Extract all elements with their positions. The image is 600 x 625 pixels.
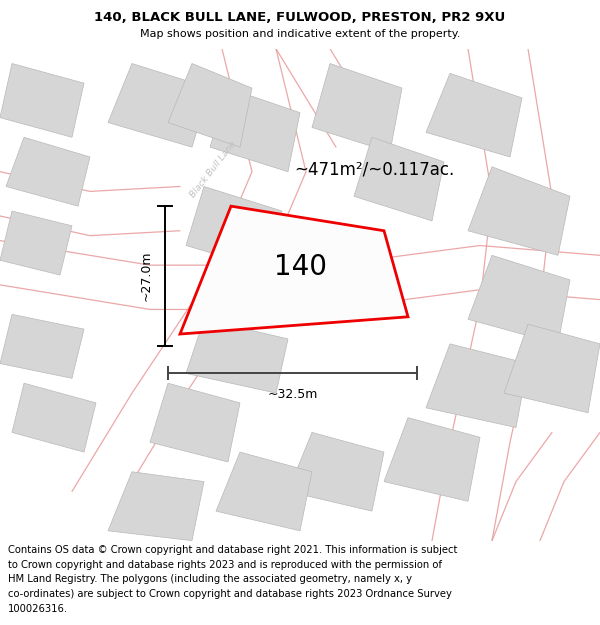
Text: 140: 140 <box>274 253 327 281</box>
Text: Contains OS data © Crown copyright and database right 2021. This information is : Contains OS data © Crown copyright and d… <box>8 545 457 555</box>
Polygon shape <box>0 211 72 275</box>
Text: ~27.0m: ~27.0m <box>140 251 153 301</box>
Text: to Crown copyright and database rights 2023 and is reproduced with the permissio: to Crown copyright and database rights 2… <box>8 559 442 569</box>
Text: 140, BLACK BULL LANE, FULWOOD, PRESTON, PR2 9XU: 140, BLACK BULL LANE, FULWOOD, PRESTON, … <box>94 11 506 24</box>
Polygon shape <box>108 472 204 541</box>
Polygon shape <box>0 64 84 138</box>
Text: 100026316.: 100026316. <box>8 604 68 614</box>
Text: co-ordinates) are subject to Crown copyright and database rights 2023 Ordnance S: co-ordinates) are subject to Crown copyr… <box>8 589 452 599</box>
Polygon shape <box>426 73 522 157</box>
Polygon shape <box>210 88 300 172</box>
Text: Map shows position and indicative extent of the property.: Map shows position and indicative extent… <box>140 29 460 39</box>
Polygon shape <box>186 186 282 270</box>
Polygon shape <box>504 324 600 412</box>
Polygon shape <box>312 64 402 152</box>
Polygon shape <box>0 314 84 378</box>
Polygon shape <box>384 418 480 501</box>
Polygon shape <box>354 138 444 221</box>
Polygon shape <box>168 64 252 147</box>
Polygon shape <box>468 167 570 256</box>
Polygon shape <box>468 256 570 344</box>
Polygon shape <box>108 64 210 147</box>
Polygon shape <box>216 452 312 531</box>
Text: ~32.5m: ~32.5m <box>268 388 317 401</box>
Text: HM Land Registry. The polygons (including the associated geometry, namely x, y: HM Land Registry. The polygons (includin… <box>8 574 412 584</box>
Polygon shape <box>288 432 384 511</box>
Polygon shape <box>12 383 96 452</box>
Text: Black Bull Lane: Black Bull Lane <box>188 139 238 199</box>
Polygon shape <box>186 319 288 393</box>
Text: ~471m²/~0.117ac.: ~471m²/~0.117ac. <box>294 160 454 178</box>
Polygon shape <box>150 383 240 462</box>
Polygon shape <box>6 138 90 206</box>
Polygon shape <box>180 206 408 334</box>
Polygon shape <box>426 344 528 428</box>
